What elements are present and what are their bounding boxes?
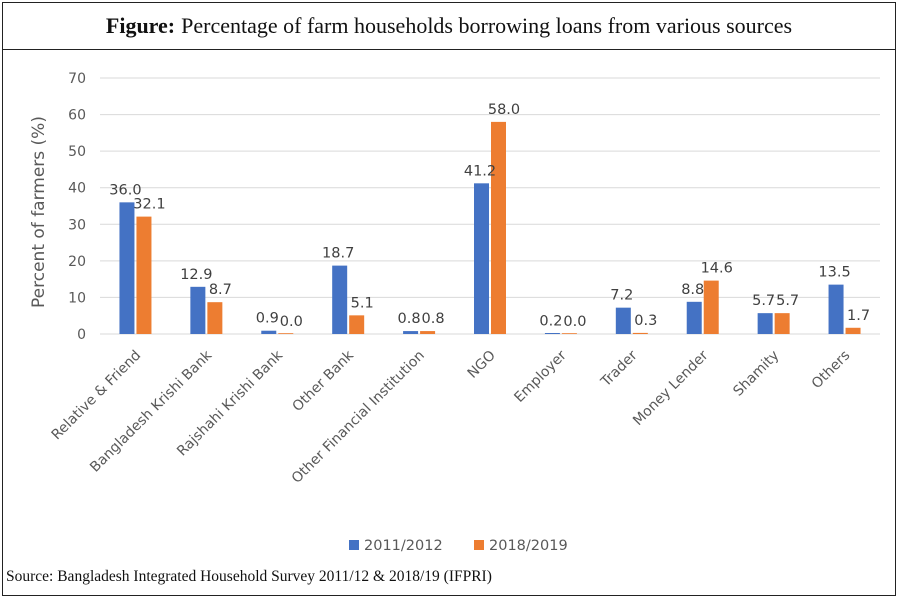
data-label: 5.1 <box>351 295 374 311</box>
data-label: 8.8 <box>681 282 704 298</box>
data-label: 5.7 <box>776 293 799 309</box>
bar-2011-2012 <box>544 333 560 334</box>
bar-2011-2012 <box>615 307 631 334</box>
data-label: 41.2 <box>464 163 496 179</box>
bar-2011-2012 <box>332 265 348 334</box>
bar-2018-2019 <box>774 313 790 334</box>
y-axis-label: Percent of farmers (%) <box>29 116 49 308</box>
bars <box>119 121 861 334</box>
data-label: 14.6 <box>701 261 733 277</box>
data-label: 36.0 <box>109 182 141 198</box>
x-tick-label: Others <box>809 348 854 393</box>
legend: 2011/2012 2018/2019 <box>349 538 568 554</box>
y-tick-label: 40 <box>68 181 86 197</box>
bar-2011-2012 <box>828 284 844 334</box>
data-label: 1.7 <box>847 308 870 324</box>
data-label: 18.7 <box>322 246 354 262</box>
y-tick-label: 10 <box>68 290 86 306</box>
bar-2018-2019 <box>703 280 719 334</box>
y-tick-label: 20 <box>68 254 86 270</box>
legend-label: 2018/2019 <box>489 538 568 554</box>
bar-2011-2012 <box>686 301 702 334</box>
y-tick-label: 70 <box>68 71 86 87</box>
data-label: 12.9 <box>180 267 212 283</box>
data-label: 0.9 <box>256 311 279 327</box>
data-label: 32.1 <box>133 197 165 213</box>
bar-2011-2012 <box>261 330 277 334</box>
bar-2018-2019 <box>278 333 294 334</box>
bar-2011-2012 <box>190 286 206 334</box>
data-label: 58.0 <box>488 102 520 118</box>
y-tick-label: 0 <box>77 327 86 343</box>
data-label: 0.8 <box>422 311 445 327</box>
figure-title-prefix: Figure: <box>105 12 176 38</box>
chart-container: 0 10 20 30 40 50 60 70 36.0 32.1 12.9 8.7 0.9 0.0 18.… <box>14 50 884 568</box>
y-tick-label: 30 <box>68 217 86 233</box>
bar-2018-2019 <box>349 315 365 334</box>
legend-label: 2011/2012 <box>364 538 443 554</box>
y-axis-ticks: 0 10 20 30 40 50 60 70 <box>68 71 86 343</box>
x-tick-label: Shamity <box>730 348 782 400</box>
data-label: 0.8 <box>398 311 421 327</box>
gridlines <box>100 77 880 335</box>
bar-2018-2019 <box>136 216 152 334</box>
bar-2011-2012 <box>757 313 773 334</box>
x-tick-label: Trader <box>597 347 640 390</box>
data-label: 0.0 <box>280 314 303 330</box>
bar-2011-2012 <box>119 202 135 334</box>
data-label: 13.5 <box>818 265 850 281</box>
x-tick-label: Other Bank <box>290 347 358 415</box>
x-tick-label: Other Financial Institution <box>289 348 428 487</box>
data-label: 7.2 <box>610 288 633 304</box>
legend-swatch <box>474 540 484 550</box>
x-tick-label: Bangladesh Krishi Bank <box>87 347 216 476</box>
bar-2018-2019 <box>207 302 223 334</box>
figure-title-bar: Figure: Percentage of farm households bo… <box>2 2 896 50</box>
y-tick-label: 50 <box>68 144 86 160</box>
data-labels: 36.032.112.98.70.9 0.018.75.10.8 0.841.258… <box>109 102 870 330</box>
bar-2011-2012 <box>474 183 489 334</box>
data-label: 8.7 <box>209 282 232 298</box>
bar-2018-2019 <box>420 331 436 334</box>
bar-2018-2019 <box>845 327 861 334</box>
source-note: Source: Bangladesh Integrated Household … <box>6 568 492 585</box>
bar-2011-2012 <box>403 331 419 334</box>
bar-2018-2019 <box>561 333 577 334</box>
x-tick-label: NGO <box>465 348 499 382</box>
x-tick-label: Employer <box>511 347 569 405</box>
figure-title: Percentage of farm households borrowing … <box>181 12 793 38</box>
x-tick-label: Money Lender <box>630 347 712 429</box>
y-tick-label: 60 <box>68 108 86 124</box>
data-label: 0.3 <box>634 313 657 329</box>
data-label: 0.0 <box>563 314 586 330</box>
bar-2018-2019 <box>632 332 648 334</box>
data-label: 0.2 <box>539 313 562 329</box>
legend-swatch <box>349 540 359 550</box>
bar-2018-2019 <box>491 121 506 334</box>
data-label: 5.7 <box>752 293 775 309</box>
